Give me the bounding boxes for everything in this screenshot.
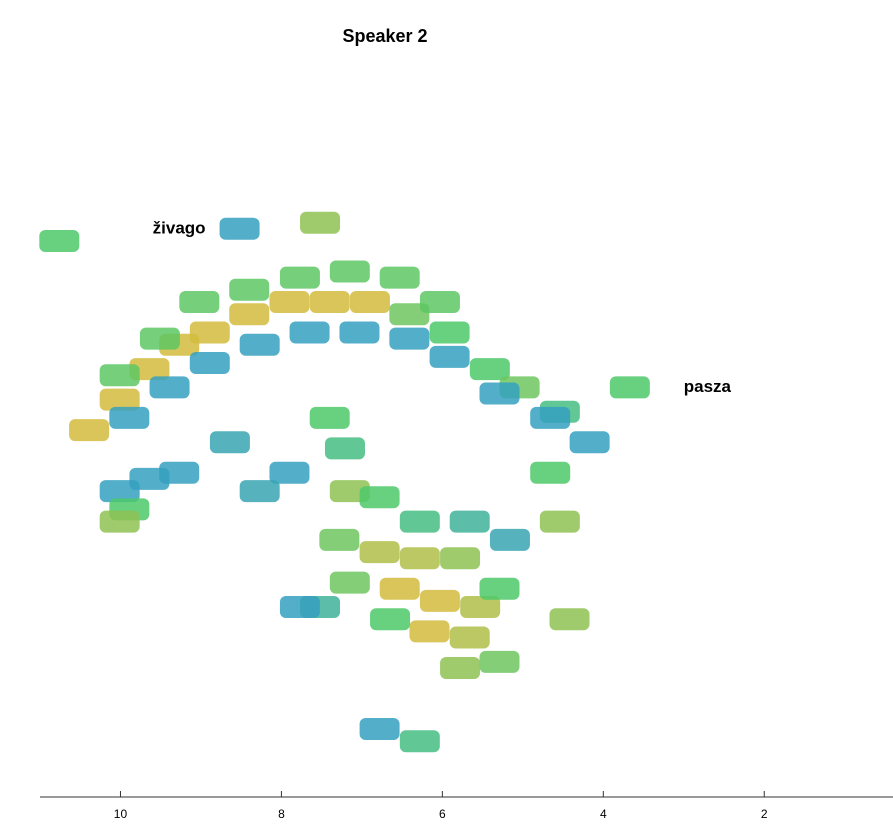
cell xyxy=(269,291,310,313)
cell xyxy=(449,626,490,649)
cell xyxy=(389,303,430,326)
cell xyxy=(429,345,470,368)
cell xyxy=(109,406,150,429)
cell xyxy=(399,547,440,570)
cell xyxy=(99,510,140,533)
cell xyxy=(549,608,590,631)
cell xyxy=(159,461,200,484)
cell xyxy=(370,608,411,631)
x-tick-label: 8 xyxy=(278,807,285,821)
cell xyxy=(440,657,481,679)
cell xyxy=(219,217,260,240)
cell xyxy=(399,510,440,533)
cell xyxy=(419,291,460,313)
cell xyxy=(69,419,110,442)
cell xyxy=(479,577,520,600)
cell xyxy=(469,358,510,381)
cell xyxy=(319,528,360,551)
cell xyxy=(39,230,80,252)
cell xyxy=(479,382,520,405)
cell xyxy=(329,571,370,594)
cell xyxy=(239,333,280,356)
cell xyxy=(359,718,400,740)
cell xyxy=(419,589,460,612)
cell xyxy=(229,303,270,326)
cell xyxy=(489,528,530,551)
cell xyxy=(349,291,390,313)
cell xyxy=(539,510,580,533)
annotation: živago xyxy=(153,218,206,237)
cell xyxy=(609,376,650,399)
cell xyxy=(99,364,140,387)
cell xyxy=(209,431,250,454)
cell xyxy=(339,321,380,344)
cell xyxy=(229,278,270,301)
cell xyxy=(309,291,350,313)
cell xyxy=(189,352,230,374)
cell xyxy=(149,376,190,399)
cell xyxy=(449,510,490,533)
cell xyxy=(309,406,350,429)
cell xyxy=(429,321,470,344)
cell xyxy=(379,266,420,289)
cell xyxy=(389,327,430,350)
cell xyxy=(289,321,330,344)
cell xyxy=(300,211,341,234)
cell xyxy=(569,431,610,454)
cell xyxy=(189,321,230,344)
cell xyxy=(479,650,520,673)
cell xyxy=(279,596,320,618)
cell xyxy=(279,266,320,289)
cell xyxy=(139,327,180,350)
cell xyxy=(359,486,400,509)
cell xyxy=(460,596,501,618)
cell xyxy=(399,730,440,753)
cell xyxy=(530,461,571,484)
cell xyxy=(99,388,140,411)
x-tick-label: 10 xyxy=(114,807,128,821)
cell xyxy=(324,437,365,460)
x-tick-label: 4 xyxy=(600,807,607,821)
annotation: pasza xyxy=(684,377,732,396)
cell xyxy=(269,461,310,484)
chart-title: Speaker 2 xyxy=(342,26,427,46)
cell xyxy=(440,547,481,570)
cell xyxy=(530,406,571,429)
cell xyxy=(99,480,140,503)
cell xyxy=(329,260,370,283)
cell xyxy=(409,620,450,643)
cell xyxy=(379,577,420,600)
cell xyxy=(239,480,280,503)
cell xyxy=(179,291,220,313)
x-tick-label: 6 xyxy=(439,807,446,821)
x-tick-label: 2 xyxy=(761,807,768,821)
cell xyxy=(359,541,400,564)
